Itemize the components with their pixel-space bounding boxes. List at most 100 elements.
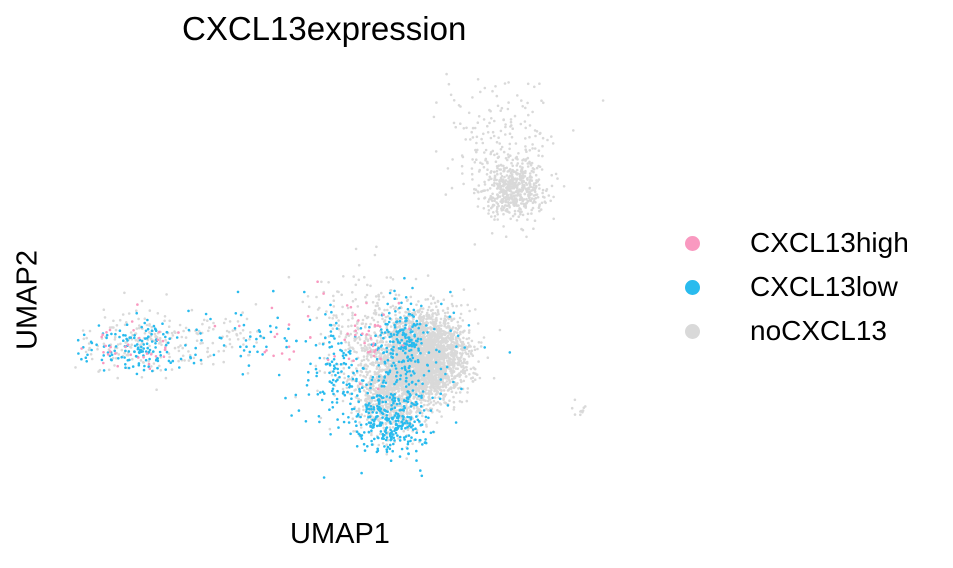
point-nocxcl13: [429, 321, 433, 324]
point-nocxcl13: [425, 376, 428, 380]
point-nocxcl13: [538, 82, 541, 85]
point-nocxcl13: [439, 385, 442, 389]
point-nocxcl13: [537, 149, 541, 152]
point-nocxcl13: [489, 151, 493, 154]
point-nocxcl13: [455, 331, 459, 334]
point-nocxcl13: [351, 291, 354, 294]
point-nocxcl13: [389, 383, 393, 386]
point-nocxcl13: [458, 338, 462, 341]
point-nocxcl13: [405, 457, 409, 460]
point-cxcl13low: [392, 442, 395, 446]
point-nocxcl13: [365, 367, 368, 371]
point-nocxcl13: [526, 101, 529, 105]
point-nocxcl13: [508, 211, 511, 214]
point-nocxcl13: [359, 426, 363, 429]
point-nocxcl13: [426, 274, 430, 277]
point-nocxcl13: [483, 151, 486, 154]
point-nocxcl13: [202, 318, 206, 322]
point-cxcl13low: [363, 431, 366, 434]
point-cxcl13low: [375, 411, 378, 415]
point-nocxcl13: [439, 339, 443, 343]
point-nocxcl13: [495, 201, 498, 204]
point-nocxcl13: [495, 182, 499, 185]
point-nocxcl13: [168, 319, 171, 323]
point-nocxcl13: [359, 343, 363, 347]
point-nocxcl13: [341, 387, 345, 391]
point-cxcl13low: [414, 383, 418, 386]
point-nocxcl13: [519, 197, 522, 200]
point-nocxcl13: [431, 352, 434, 356]
point-nocxcl13: [520, 99, 523, 102]
point-nocxcl13: [373, 399, 377, 403]
point-cxcl13low: [391, 449, 395, 453]
point-nocxcl13: [499, 148, 503, 151]
point-nocxcl13: [441, 372, 444, 375]
point-cxcl13low: [417, 394, 421, 398]
point-nocxcl13: [459, 370, 463, 373]
point-nocxcl13: [443, 317, 447, 320]
point-nocxcl13: [469, 345, 472, 348]
point-nocxcl13: [365, 370, 368, 374]
point-cxcl13low: [414, 427, 417, 431]
point-nocxcl13: [125, 353, 129, 357]
point-nocxcl13: [375, 391, 379, 394]
point-nocxcl13: [442, 363, 446, 366]
point-nocxcl13: [366, 418, 369, 421]
point-nocxcl13: [414, 363, 417, 366]
point-nocxcl13: [426, 339, 429, 342]
point-nocxcl13: [454, 326, 458, 330]
point-nocxcl13: [323, 371, 327, 374]
point-nocxcl13: [533, 182, 536, 186]
point-nocxcl13: [533, 85, 536, 89]
point-nocxcl13: [513, 114, 517, 118]
point-nocxcl13: [425, 423, 428, 427]
point-nocxcl13: [486, 188, 489, 192]
point-nocxcl13: [450, 374, 454, 378]
point-nocxcl13: [195, 339, 199, 343]
point-nocxcl13: [197, 329, 201, 333]
point-nocxcl13: [446, 383, 450, 386]
point-nocxcl13: [318, 369, 322, 373]
point-nocxcl13: [369, 334, 372, 338]
point-nocxcl13: [450, 338, 454, 341]
point-nocxcl13: [436, 358, 440, 361]
point-nocxcl13: [419, 391, 423, 395]
point-nocxcl13: [481, 141, 485, 145]
point-nocxcl13: [462, 343, 466, 346]
point-nocxcl13: [446, 334, 450, 338]
point-nocxcl13: [552, 217, 555, 221]
point-nocxcl13: [515, 219, 519, 222]
point-cxcl13low: [409, 418, 413, 421]
point-cxcl13low: [385, 450, 389, 454]
point-nocxcl13: [380, 340, 384, 344]
point-nocxcl13: [392, 337, 395, 341]
point-nocxcl13: [355, 322, 359, 325]
point-nocxcl13: [158, 336, 162, 340]
point-nocxcl13: [228, 320, 232, 323]
point-nocxcl13: [528, 149, 532, 152]
point-nocxcl13: [425, 380, 428, 383]
point-cxcl13low: [399, 408, 403, 412]
point-nocxcl13: [452, 360, 455, 363]
point-cxcl13low: [355, 430, 359, 434]
point-cxcl13low: [432, 430, 435, 434]
point-nocxcl13: [445, 332, 448, 335]
point-nocxcl13: [499, 179, 503, 183]
point-nocxcl13: [167, 325, 171, 329]
point-nocxcl13: [159, 341, 162, 344]
point-nocxcl13: [374, 361, 377, 365]
point-nocxcl13: [448, 381, 452, 384]
point-nocxcl13: [208, 326, 211, 329]
point-nocxcl13: [422, 314, 426, 318]
point-cxcl13low: [407, 434, 411, 437]
point-nocxcl13: [493, 170, 496, 174]
point-nocxcl13: [137, 317, 140, 321]
point-nocxcl13: [509, 201, 513, 204]
point-nocxcl13: [449, 387, 453, 391]
point-nocxcl13: [345, 386, 349, 390]
point-nocxcl13: [452, 386, 456, 390]
point-nocxcl13: [581, 409, 585, 412]
point-cxcl13low: [421, 443, 424, 446]
point-nocxcl13: [424, 392, 428, 395]
point-nocxcl13: [417, 371, 421, 374]
